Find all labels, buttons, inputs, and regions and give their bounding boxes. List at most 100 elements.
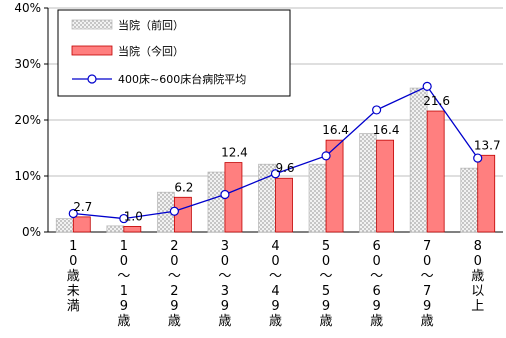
x-category-char: 8	[474, 239, 482, 254]
data-label: 16.4	[322, 123, 349, 137]
bar-previous	[207, 171, 226, 233]
x-category-char: 2	[170, 284, 178, 299]
x-category-char: 4	[271, 284, 279, 299]
x-category-char: 0	[322, 254, 330, 269]
x-category-char: 0	[423, 254, 431, 269]
average-point	[220, 189, 230, 200]
x-category-char: 0	[69, 254, 77, 269]
x-category-char: 〜	[269, 269, 282, 284]
x-category-char: 0	[120, 254, 128, 269]
y-tick-label: 40%	[14, 1, 41, 15]
x-category-char: 6	[372, 284, 380, 299]
x-category-char: 5	[322, 284, 330, 299]
x-category-char: 7	[423, 239, 431, 254]
x-category-char: 6	[372, 239, 380, 254]
x-category-char: 〜	[117, 269, 130, 284]
y-tick-label: 0%	[22, 225, 41, 239]
bar-previous	[308, 163, 327, 233]
average-point	[119, 213, 129, 224]
x-category-char: 歳	[269, 314, 282, 329]
x-category-char: 0	[170, 254, 178, 269]
x-category-char: 歳	[218, 314, 231, 329]
data-labels: 2.7 1.0 6.2 12.4 9.6 16.4 16.4 21.6 13.7	[73, 94, 500, 223]
x-category-char: 3	[221, 239, 229, 254]
average-point	[473, 153, 483, 163]
y-axis: 0% 10% 20% 30% 40%	[14, 1, 503, 239]
x-category-char: 〜	[370, 269, 383, 284]
average-line	[68, 81, 483, 224]
x-category-char: 0	[474, 254, 482, 269]
bar-current	[123, 225, 142, 233]
data-label: 13.7	[474, 138, 501, 152]
average-point	[169, 206, 179, 216]
x-category-char: 0	[221, 254, 229, 269]
x-category-char: 9	[372, 299, 380, 314]
data-label: 2.7	[73, 200, 92, 214]
x-category-char: 歳	[117, 314, 130, 329]
x-category-char: 歳	[421, 314, 434, 329]
x-category-char: 1	[69, 239, 77, 254]
x-category-char: 歳	[320, 314, 333, 329]
legend-label-prev: 当院（前回）	[118, 18, 184, 32]
x-category-char: 9	[423, 299, 431, 314]
x-category-char: 〜	[320, 269, 333, 284]
legend-swatch-curr	[71, 45, 113, 56]
bar-current	[426, 110, 445, 233]
legend: 当院（前回） 当院（今回） 400床~600床台病院平均	[57, 9, 291, 97]
x-category-char: 7	[423, 284, 431, 299]
legend-label-avg: 400床~600床台病院平均	[118, 72, 246, 86]
x-category-char: 〜	[218, 269, 231, 284]
average-point	[422, 81, 432, 92]
x-category-char: 9	[120, 299, 128, 314]
x-category-char: 3	[221, 284, 229, 299]
bar-previous	[359, 133, 378, 233]
x-category-char: 未	[67, 284, 80, 299]
x-category-char: 〜	[421, 269, 434, 284]
y-tick-label: 30%	[14, 57, 41, 71]
average-point	[270, 169, 281, 179]
x-category-char: 1	[120, 239, 128, 254]
average-point	[372, 105, 382, 115]
x-category-char: 2	[170, 239, 178, 254]
legend-label-curr: 当院（今回）	[118, 44, 184, 58]
x-category-char: 0	[271, 254, 279, 269]
x-category-char: 4	[271, 239, 279, 254]
bar-current	[72, 216, 91, 233]
x-category-char: 0	[372, 254, 380, 269]
legend-marker-avg	[87, 74, 97, 84]
bar-current	[376, 139, 395, 233]
x-category-char: 歳	[471, 269, 484, 284]
x-category-char: 〜	[168, 269, 181, 284]
x-category-char: 歳	[168, 314, 181, 329]
x-category-char: 9	[322, 299, 330, 314]
legend-swatch-prev	[71, 19, 113, 30]
data-label: 21.6	[423, 94, 450, 108]
x-axis-categories: 10歳未満10〜19歳20〜29歳30〜39歳40〜49歳50〜59歳60〜69…	[67, 239, 484, 329]
average-point	[68, 208, 78, 219]
bar-previous	[106, 225, 125, 233]
x-category-char: 上	[471, 299, 484, 314]
average-point	[321, 151, 331, 161]
bar-previous	[409, 87, 428, 233]
bar-previous	[55, 218, 74, 233]
x-category-char: 1	[120, 284, 128, 299]
x-category-char: 歳	[370, 314, 383, 329]
data-label: 1.0	[124, 209, 143, 223]
x-category-char: 歳	[67, 269, 80, 284]
x-category-char: 以	[471, 284, 484, 299]
y-tick-label: 10%	[14, 169, 41, 183]
x-category-char: 9	[221, 299, 229, 314]
bar-current	[477, 154, 496, 233]
bar-current	[325, 139, 344, 233]
x-category-char: 満	[67, 299, 80, 314]
bar-previous	[460, 167, 479, 233]
data-label: 9.6	[275, 161, 294, 175]
data-label: 12.4	[221, 146, 248, 160]
x-category-char: 9	[271, 299, 279, 314]
data-label: 16.4	[373, 123, 400, 137]
data-label: 6.2	[174, 180, 193, 194]
bar-current	[275, 177, 293, 233]
x-category-char: 9	[170, 299, 178, 314]
y-tick-label: 20%	[14, 113, 41, 127]
